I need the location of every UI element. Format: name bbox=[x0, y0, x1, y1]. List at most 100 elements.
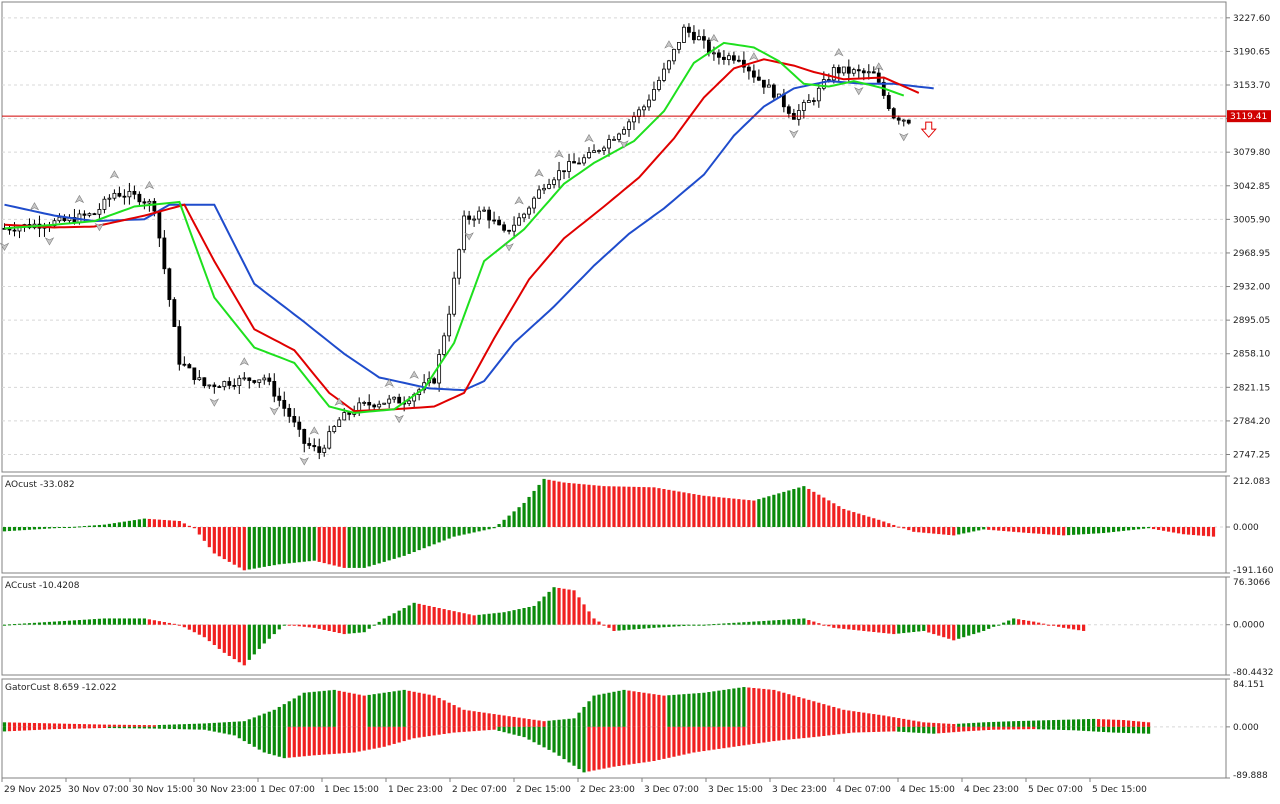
gator-panel-bar bbox=[642, 692, 646, 727]
gator-panel-bar bbox=[422, 693, 426, 727]
gator-panel-bar bbox=[42, 723, 47, 727]
ao-panel-bar bbox=[837, 506, 841, 528]
gator-panel-bar bbox=[597, 726, 601, 770]
ac-panel-bar bbox=[592, 618, 596, 625]
gator-panel-bar bbox=[17, 722, 22, 727]
gator-panel-bar bbox=[817, 726, 821, 737]
candle-body bbox=[502, 224, 506, 231]
gator-panel-bar bbox=[192, 726, 196, 730]
gator-panel-bar bbox=[217, 722, 221, 727]
ao-panel-bar bbox=[157, 519, 161, 528]
time-tick-label: 2 Dec 23:00 bbox=[580, 785, 635, 795]
price-tick-label: 2821.15 bbox=[1233, 383, 1270, 393]
gator-panel-bar bbox=[682, 726, 686, 755]
ac-panel-bar bbox=[967, 624, 971, 636]
gator-panel-label: GatorCust 8.659 -12.022 bbox=[5, 683, 117, 693]
ao-panel-bar bbox=[2, 527, 7, 532]
gator-panel-bar bbox=[762, 726, 766, 743]
ac-panel-bar bbox=[772, 620, 776, 625]
ao-panel-bar bbox=[242, 527, 246, 571]
ao-panel-bar bbox=[467, 527, 471, 534]
ao-panel-bar bbox=[542, 478, 546, 528]
price-panel[interactable]: 3227.603190.653153.703116.753079.803042.… bbox=[0, 1, 1271, 473]
ac-panel-bar bbox=[492, 613, 496, 625]
gator-indicator-panel[interactable]: 84.151 0.000 -89.888 GatorCust 8.659 -12.02… bbox=[1, 678, 1268, 781]
gator-panel-bar bbox=[1097, 719, 1101, 727]
ac-panel-bar bbox=[172, 623, 176, 625]
gator-panel-bar bbox=[757, 726, 761, 744]
gator-panel-bar bbox=[567, 718, 571, 727]
ac-panel-bar bbox=[837, 624, 841, 629]
ao-panel-bar bbox=[82, 526, 87, 528]
candle-body bbox=[722, 56, 726, 60]
ac-panel-bar bbox=[22, 623, 27, 625]
time-tick-label: 4 Dec 15:00 bbox=[900, 785, 955, 795]
gator-panel-bar bbox=[812, 726, 816, 738]
gator-panel-bar bbox=[762, 688, 766, 727]
ao-panel-bar bbox=[152, 519, 156, 528]
ao-panel-bar bbox=[552, 480, 556, 528]
ao-panel-bar bbox=[87, 525, 92, 528]
ac-panel-bar bbox=[467, 614, 471, 625]
gator-panel-bar bbox=[217, 726, 221, 733]
gator-panel-bar bbox=[617, 690, 621, 727]
ao-panel-tick-label: 0.000 bbox=[1233, 523, 1259, 533]
gator-panel-bar bbox=[627, 726, 631, 765]
gator-panel-bar bbox=[392, 691, 396, 727]
candle-body bbox=[162, 237, 167, 270]
gator-panel-bar bbox=[197, 726, 201, 730]
gator-panel-bar bbox=[1111, 719, 1116, 727]
gator-panel-bar bbox=[377, 693, 381, 727]
ao-panel-bar bbox=[212, 527, 216, 554]
gator-panel-bar bbox=[467, 710, 471, 727]
ao-panel-bar bbox=[237, 527, 241, 568]
gator-panel-bar bbox=[147, 726, 151, 729]
ao-panel-bar bbox=[832, 503, 836, 528]
gator-panel-bar bbox=[177, 726, 181, 730]
candle-body bbox=[107, 197, 112, 200]
ao-panel-frame bbox=[1, 475, 1227, 574]
gator-panel-bar bbox=[712, 726, 716, 750]
gator-panel-bar bbox=[952, 724, 956, 727]
gator-panel-bar bbox=[677, 694, 681, 727]
ac-panel-label: ACcust -10.4208 bbox=[5, 581, 80, 591]
ao-panel-bar bbox=[287, 527, 291, 564]
ac-panel-bar bbox=[387, 615, 391, 625]
fractal-up-icon bbox=[384, 378, 394, 387]
ac-indicator-panel[interactable]: 76.3066 0.0000 -80.4432 ACcust -10.4208 bbox=[1, 576, 1273, 678]
ac-panel-bar bbox=[857, 624, 861, 631]
gator-panel-bar bbox=[782, 726, 786, 741]
ac-panel-bar bbox=[677, 624, 681, 627]
ac-panel-bar bbox=[352, 624, 356, 634]
gator-panel-bar bbox=[397, 690, 401, 727]
ao-panel-bar bbox=[1017, 527, 1021, 533]
gator-panel-bar bbox=[707, 726, 711, 751]
gator-panel-bar bbox=[272, 709, 276, 727]
ac-panel-bar bbox=[177, 624, 181, 626]
gator-panel-bar bbox=[522, 718, 526, 727]
gator-panel-bar bbox=[57, 723, 62, 727]
gator-panel-bar bbox=[527, 719, 531, 727]
gator-panel-bar bbox=[1037, 720, 1041, 727]
candle-body bbox=[786, 106, 791, 114]
ac-panel-bar bbox=[922, 624, 926, 631]
ao-indicator-panel[interactable]: 212.083 0.000 -191.160 AOcust -33.082 bbox=[1, 475, 1274, 576]
fractal-up-icon bbox=[239, 357, 250, 366]
current-price-badge bbox=[1227, 110, 1271, 123]
ao-panel-bar bbox=[1022, 527, 1026, 533]
candle-body bbox=[532, 197, 536, 209]
ao-panel-bar bbox=[457, 527, 461, 536]
ac-panel-bar bbox=[882, 624, 886, 634]
gator-panel-bar bbox=[632, 726, 636, 764]
ac-panel-bar bbox=[302, 624, 306, 627]
gator-panel-bar bbox=[732, 688, 736, 727]
gator-panel-bar bbox=[972, 726, 976, 731]
gator-panel-bar bbox=[537, 726, 541, 745]
gator-panel-bar bbox=[877, 714, 881, 727]
gator-panel-bar bbox=[387, 726, 391, 746]
fractal-up-icon bbox=[514, 196, 524, 205]
gator-panel-bar bbox=[847, 710, 851, 727]
candle-body bbox=[806, 100, 811, 103]
gator-panel-bar bbox=[977, 722, 981, 727]
